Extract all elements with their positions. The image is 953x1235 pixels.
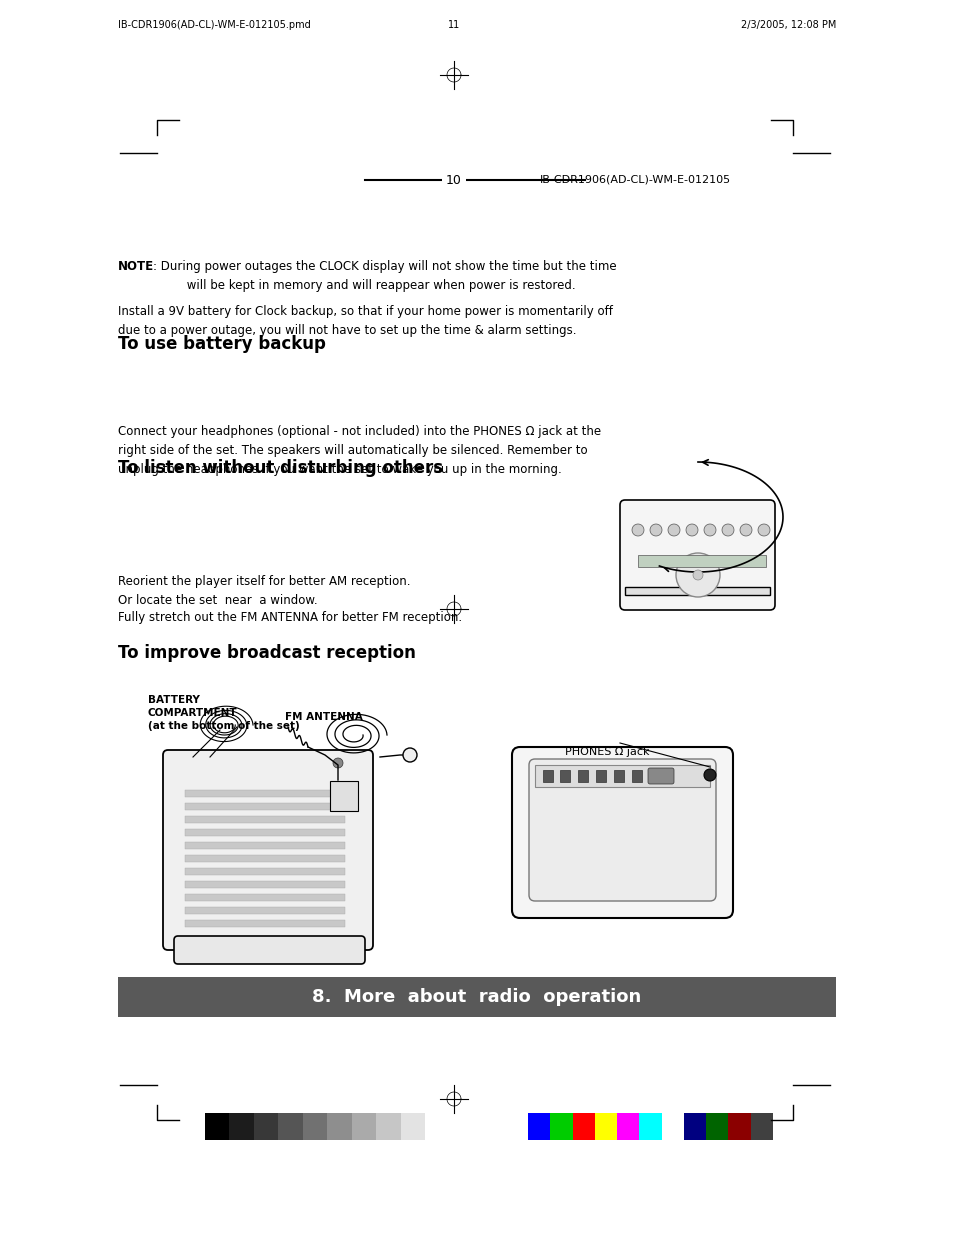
Bar bbox=[205, 1113, 230, 1140]
Text: FM ANTENNA: FM ANTENNA bbox=[285, 713, 362, 722]
Text: : During power outages the CLOCK display will not show the time but the time
   : : During power outages the CLOCK display… bbox=[152, 261, 616, 291]
Text: Fully stretch out the FM ANTENNA for better FM reception.: Fully stretch out the FM ANTENNA for bet… bbox=[118, 611, 461, 624]
Bar bbox=[596, 769, 605, 782]
Bar bbox=[185, 842, 345, 848]
Text: BATTERY
COMPARTMENT
(at the bottom of the set): BATTERY COMPARTMENT (at the bottom of th… bbox=[148, 695, 299, 731]
Bar bbox=[594, 1113, 617, 1140]
Bar bbox=[578, 769, 587, 782]
Text: Connect your headphones (optional - not included) into the PHONES Ω jack at the
: Connect your headphones (optional - not … bbox=[118, 425, 600, 475]
Text: To improve broadcast reception: To improve broadcast reception bbox=[118, 643, 416, 662]
Bar bbox=[185, 855, 345, 862]
FancyBboxPatch shape bbox=[512, 747, 732, 918]
Polygon shape bbox=[624, 587, 769, 595]
Bar bbox=[638, 555, 765, 567]
Bar bbox=[661, 1113, 683, 1140]
Bar bbox=[400, 1113, 425, 1140]
Text: To listen without disturbing others: To listen without disturbing others bbox=[118, 459, 442, 477]
Bar bbox=[253, 1113, 278, 1140]
Bar bbox=[185, 790, 345, 797]
Bar bbox=[550, 1113, 572, 1140]
Bar bbox=[185, 829, 345, 836]
FancyBboxPatch shape bbox=[529, 760, 716, 902]
Bar bbox=[683, 1113, 705, 1140]
Text: NOTE: NOTE bbox=[118, 261, 154, 273]
Bar bbox=[527, 1113, 550, 1140]
Circle shape bbox=[740, 524, 751, 536]
Bar bbox=[750, 1113, 772, 1140]
Circle shape bbox=[721, 524, 733, 536]
Text: 2/3/2005, 12:08 PM: 2/3/2005, 12:08 PM bbox=[740, 20, 835, 30]
FancyBboxPatch shape bbox=[619, 500, 774, 610]
Bar bbox=[376, 1113, 400, 1140]
Bar bbox=[535, 764, 709, 787]
Bar bbox=[185, 881, 345, 888]
Circle shape bbox=[758, 524, 769, 536]
Text: PHONES Ω jack: PHONES Ω jack bbox=[564, 747, 649, 757]
FancyBboxPatch shape bbox=[163, 750, 373, 950]
FancyBboxPatch shape bbox=[173, 936, 365, 965]
Circle shape bbox=[333, 758, 343, 768]
Text: 11: 11 bbox=[447, 20, 459, 30]
Circle shape bbox=[402, 748, 416, 762]
Circle shape bbox=[703, 524, 716, 536]
Bar bbox=[728, 1113, 750, 1140]
Circle shape bbox=[676, 553, 720, 597]
Bar bbox=[185, 816, 345, 823]
Text: To use battery backup: To use battery backup bbox=[118, 335, 326, 353]
Circle shape bbox=[667, 524, 679, 536]
Bar bbox=[614, 769, 623, 782]
Bar bbox=[185, 868, 345, 876]
Bar bbox=[185, 803, 345, 810]
Circle shape bbox=[685, 524, 698, 536]
Text: IB-CDR1906(AD-CL)-WM-E-012105.pmd: IB-CDR1906(AD-CL)-WM-E-012105.pmd bbox=[118, 20, 311, 30]
Bar bbox=[278, 1113, 303, 1140]
Bar bbox=[639, 1113, 661, 1140]
Bar bbox=[425, 1113, 450, 1140]
Text: 8.  More  about  radio  operation: 8. More about radio operation bbox=[312, 988, 641, 1007]
Bar bbox=[327, 1113, 352, 1140]
Bar bbox=[185, 920, 345, 927]
Bar bbox=[185, 894, 345, 902]
FancyBboxPatch shape bbox=[647, 768, 673, 784]
Circle shape bbox=[649, 524, 661, 536]
Bar bbox=[542, 769, 553, 782]
Text: IB-CDR1906(AD-CL)-WM-E-012105: IB-CDR1906(AD-CL)-WM-E-012105 bbox=[539, 175, 730, 185]
Text: 10: 10 bbox=[446, 173, 461, 186]
Bar bbox=[185, 906, 345, 914]
Bar bbox=[330, 781, 357, 811]
Bar bbox=[631, 769, 641, 782]
Text: Reorient the player itself for better AM reception.
Or locate the set  near  a w: Reorient the player itself for better AM… bbox=[118, 576, 410, 606]
Circle shape bbox=[631, 524, 643, 536]
Bar bbox=[118, 977, 835, 1016]
Bar bbox=[559, 769, 569, 782]
Circle shape bbox=[692, 571, 702, 580]
Circle shape bbox=[703, 769, 716, 781]
Bar bbox=[617, 1113, 639, 1140]
Bar bbox=[303, 1113, 327, 1140]
Bar bbox=[572, 1113, 594, 1140]
Bar bbox=[705, 1113, 728, 1140]
Text: Install a 9V battery for Clock backup, so that if your home power is momentarily: Install a 9V battery for Clock backup, s… bbox=[118, 305, 612, 337]
Bar bbox=[352, 1113, 376, 1140]
Bar bbox=[230, 1113, 253, 1140]
